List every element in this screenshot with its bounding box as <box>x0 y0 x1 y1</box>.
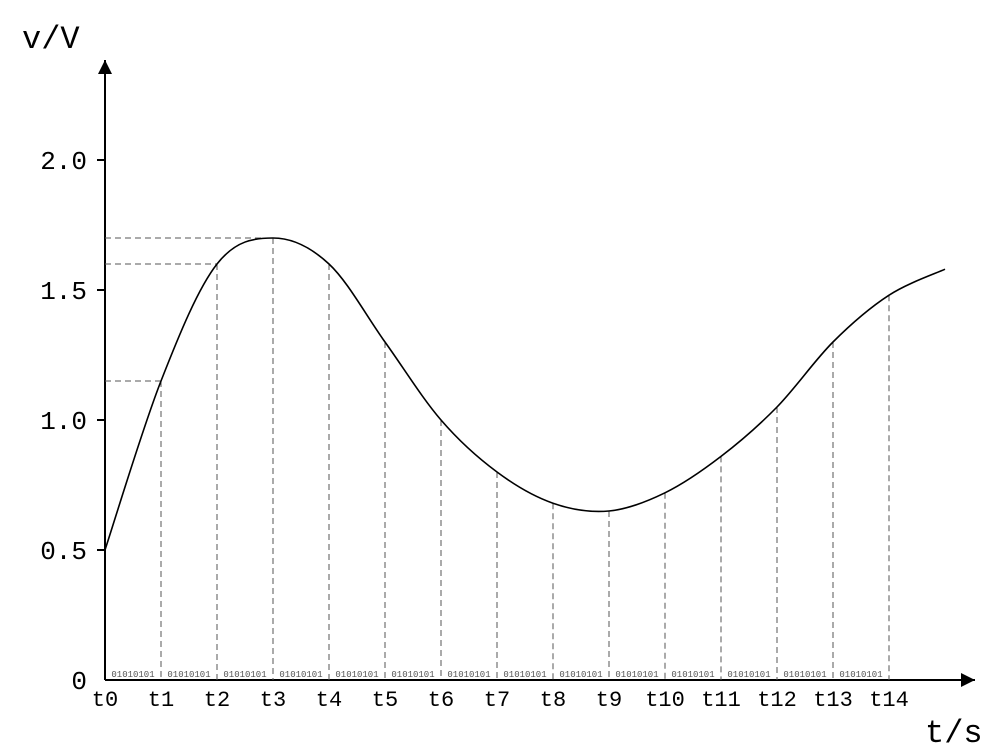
x-tick-label: t12 <box>757 688 797 713</box>
x-tick-label: t1 <box>148 688 174 713</box>
sample-bits: 01010101 <box>615 670 658 680</box>
x-tick-label: t11 <box>701 688 741 713</box>
y-tick-label: 1.0 <box>40 407 87 437</box>
y-tick-label: 1.5 <box>40 277 87 307</box>
sample-bits: 01010101 <box>167 670 210 680</box>
x-tick-label: t10 <box>645 688 685 713</box>
x-tick-label: t3 <box>260 688 286 713</box>
x-axis-title: t/s <box>925 715 983 752</box>
y-axis-arrow-icon <box>98 60 112 74</box>
sample-bits: 01010101 <box>223 670 266 680</box>
sample-bits: 01010101 <box>447 670 490 680</box>
signal-curve <box>105 238 945 550</box>
y-axis-title: v/V <box>22 21 80 58</box>
sample-bits: 01010101 <box>503 670 546 680</box>
x-tick-label: t8 <box>540 688 566 713</box>
x-tick-label: t4 <box>316 688 342 713</box>
sample-bits: 01010101 <box>279 670 322 680</box>
x-tick-label: t7 <box>484 688 510 713</box>
y-tick-label: 2.0 <box>40 147 87 177</box>
sample-bits: 01010101 <box>335 670 378 680</box>
sampled-signal-chart: 0 0.5 1.0 1.5 2.0 t0 t1 t2 t3 t4 t5 t6 t7 t8 t9 t10 t11 t… <box>0 0 1000 756</box>
x-tick-label: t0 <box>92 688 118 713</box>
x-tick-label: t6 <box>428 688 454 713</box>
x-tick-label: t14 <box>869 688 909 713</box>
x-tick-label: t13 <box>813 688 853 713</box>
sample-bits: 01010101 <box>783 670 826 680</box>
x-axis-arrow-icon <box>961 673 975 687</box>
y-tick-label: 0 <box>71 667 87 697</box>
x-tick-label: t5 <box>372 688 398 713</box>
sample-bits: 01010101 <box>559 670 602 680</box>
x-tick-label: t9 <box>596 688 622 713</box>
sample-bits: 01010101 <box>839 670 882 680</box>
sample-bits: 01010101 <box>391 670 434 680</box>
sample-bits: 01010101 <box>671 670 714 680</box>
x-tick-label: t2 <box>204 688 230 713</box>
y-tick-label: 0.5 <box>40 537 87 567</box>
sample-bits: 01010101 <box>727 670 770 680</box>
sample-bits: 01010101 <box>111 670 154 680</box>
